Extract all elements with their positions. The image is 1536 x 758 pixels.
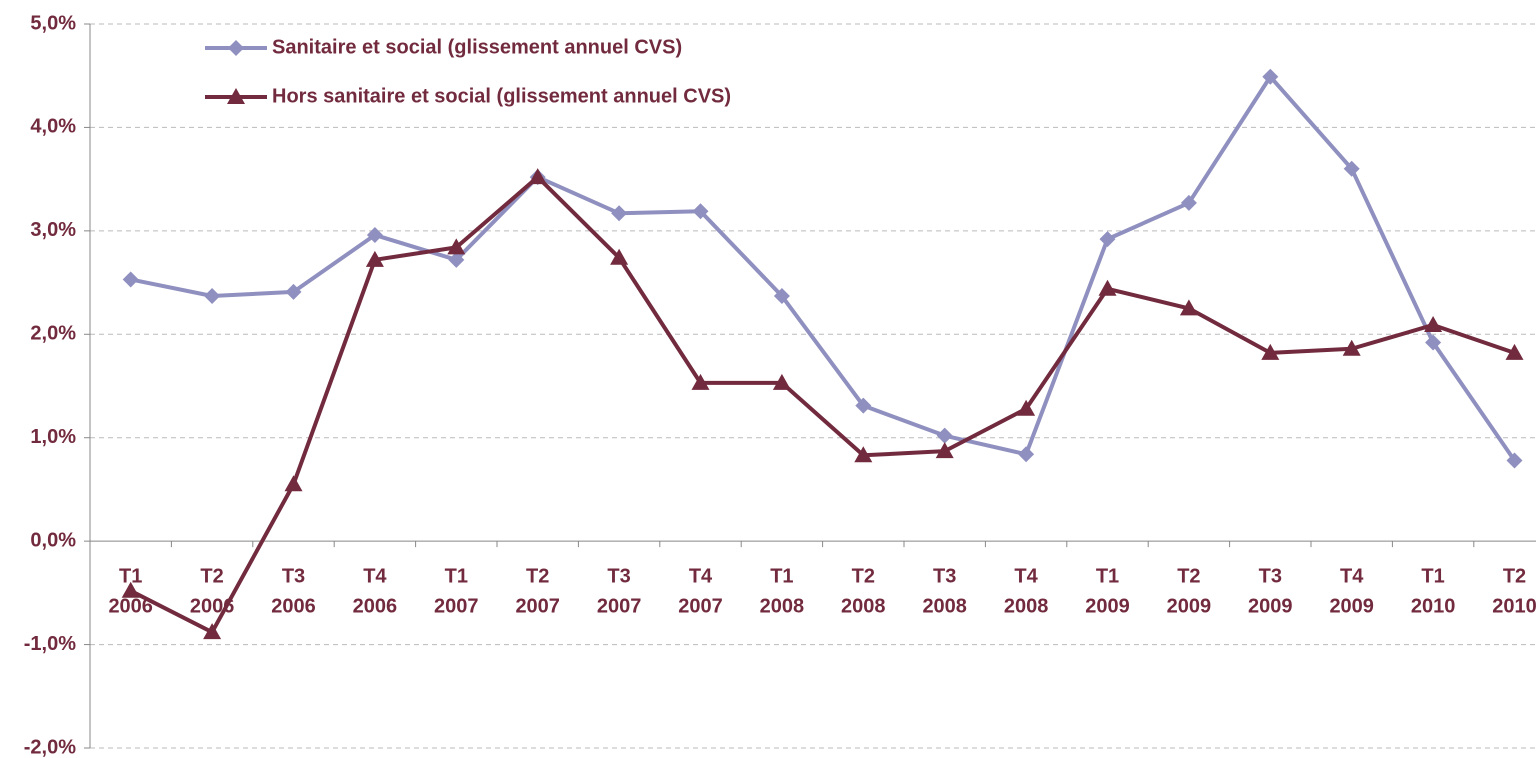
point bbox=[1180, 194, 1197, 211]
y-tick-label: 5,0% bbox=[30, 12, 76, 34]
y-tick-label: 0,0% bbox=[30, 529, 76, 551]
x-tick-label: T4 bbox=[1014, 565, 1038, 587]
point bbox=[448, 251, 465, 268]
x-tick-label: 2010 bbox=[1492, 595, 1536, 617]
point bbox=[1098, 279, 1117, 296]
point bbox=[203, 623, 222, 640]
legend-marker bbox=[227, 88, 245, 104]
point bbox=[691, 373, 710, 390]
x-tick-label: 2007 bbox=[515, 595, 560, 617]
point bbox=[772, 373, 791, 390]
x-tick-label: T1 bbox=[1421, 565, 1444, 587]
point bbox=[1342, 339, 1361, 356]
y-tick-label: 2,0% bbox=[30, 323, 76, 345]
y-tick-label: 3,0% bbox=[30, 219, 76, 241]
point bbox=[610, 248, 629, 265]
point bbox=[122, 271, 139, 288]
x-tick-label: T3 bbox=[1259, 565, 1282, 587]
point bbox=[1506, 452, 1523, 469]
x-tick-label: 2009 bbox=[1248, 595, 1293, 617]
point bbox=[1343, 160, 1360, 177]
point bbox=[936, 427, 953, 444]
point bbox=[1505, 343, 1524, 360]
x-tick-label: 2008 bbox=[841, 595, 886, 617]
point bbox=[285, 283, 302, 300]
x-tick-label: 2009 bbox=[1167, 595, 1212, 617]
x-tick-label: T3 bbox=[607, 565, 630, 587]
point bbox=[204, 288, 221, 305]
point bbox=[1099, 231, 1116, 248]
x-tick-label: T4 bbox=[689, 565, 713, 587]
point bbox=[366, 226, 383, 243]
point bbox=[284, 475, 303, 492]
point bbox=[121, 581, 140, 598]
x-tick-label: 2007 bbox=[434, 595, 479, 617]
x-tick-label: T1 bbox=[770, 565, 793, 587]
x-tick-label: 2008 bbox=[1004, 595, 1049, 617]
point bbox=[1424, 315, 1443, 332]
x-tick-label: T1 bbox=[1096, 565, 1119, 587]
x-tick-label: T2 bbox=[1503, 565, 1526, 587]
x-tick-label: 2009 bbox=[1085, 595, 1130, 617]
x-tick-label: 2008 bbox=[922, 595, 967, 617]
point bbox=[773, 288, 790, 305]
x-tick-label: 2006 bbox=[271, 595, 316, 617]
x-tick-label: 2008 bbox=[760, 595, 805, 617]
y-tick-label: -1,0% bbox=[24, 633, 76, 655]
x-tick-label: T2 bbox=[526, 565, 549, 587]
point bbox=[1018, 446, 1035, 463]
series-line bbox=[129, 175, 1516, 635]
point bbox=[935, 442, 954, 459]
x-tick-label: 2009 bbox=[1329, 595, 1374, 617]
x-tick-label: T2 bbox=[1177, 565, 1200, 587]
series-line bbox=[130, 74, 1517, 462]
point bbox=[611, 205, 628, 222]
point bbox=[1179, 299, 1198, 316]
x-tick-label: T4 bbox=[363, 565, 387, 587]
x-tick-label: 2006 bbox=[353, 595, 398, 617]
legend-label: Hors sanitaire et social (glissement ann… bbox=[272, 85, 731, 107]
point bbox=[528, 168, 547, 185]
point bbox=[1425, 334, 1442, 351]
x-tick-label: T2 bbox=[200, 565, 223, 587]
y-tick-label: -2,0% bbox=[24, 736, 76, 758]
legend-label: Sanitaire et social (glissement annuel C… bbox=[272, 36, 682, 58]
point bbox=[855, 397, 872, 414]
y-tick-label: 4,0% bbox=[30, 116, 76, 138]
x-tick-label: T3 bbox=[933, 565, 956, 587]
x-tick-label: T1 bbox=[445, 565, 468, 587]
x-tick-label: T3 bbox=[282, 565, 305, 587]
x-tick-label: 2007 bbox=[678, 595, 723, 617]
point bbox=[692, 203, 709, 220]
point bbox=[854, 446, 873, 463]
x-tick-label: T4 bbox=[1340, 565, 1364, 587]
x-tick-label: 2006 bbox=[108, 595, 153, 617]
y-tick-label: 1,0% bbox=[30, 426, 76, 448]
x-tick-label: 2010 bbox=[1411, 595, 1456, 617]
point bbox=[365, 250, 384, 267]
x-tick-label: T2 bbox=[852, 565, 875, 587]
x-tick-label: 2007 bbox=[597, 595, 642, 617]
x-tick-label: T1 bbox=[119, 565, 142, 587]
point bbox=[1017, 399, 1036, 416]
point bbox=[447, 238, 466, 255]
legend-marker bbox=[228, 40, 244, 56]
point bbox=[1262, 68, 1279, 85]
point bbox=[1261, 343, 1280, 360]
